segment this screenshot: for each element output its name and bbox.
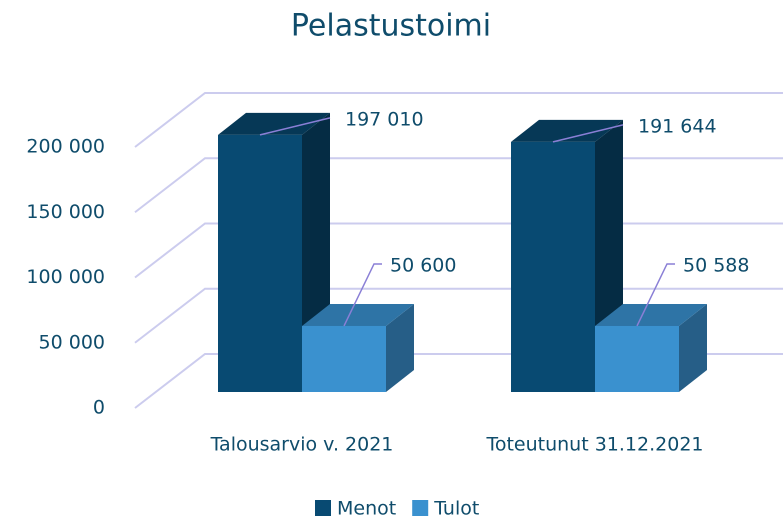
bar-side: [386, 303, 414, 392]
data-label: 50 600: [390, 254, 456, 276]
x-tick-label: Toteutunut 31.12.2021: [485, 434, 703, 456]
legend-swatch: [315, 500, 331, 516]
legend-label: Tulot: [433, 498, 479, 520]
chart-title: Pelastustoimi: [291, 9, 491, 44]
bar-top: [302, 303, 414, 326]
bar: [511, 141, 595, 392]
y-tick-label: 0: [93, 397, 105, 419]
legend-swatch: [412, 500, 429, 516]
leader-line: [259, 117, 331, 136]
bar: [218, 134, 302, 392]
y-tick-label: 200 000: [26, 136, 105, 158]
bar: [302, 325, 386, 392]
bar-top: [511, 119, 623, 142]
y-tick-label: 50 000: [39, 331, 105, 353]
bar-side: [679, 303, 707, 392]
leader-line: [636, 263, 675, 327]
bar: [595, 325, 679, 392]
grid-line: [134, 92, 783, 148]
leader-line: [552, 124, 624, 143]
y-tick-label: 100 000: [26, 266, 105, 288]
x-tick-label: Talousarvio v. 2021: [210, 434, 394, 456]
bar-top: [218, 112, 330, 135]
y-tick-label: 150 000: [26, 201, 105, 223]
data-label: 191 644: [638, 115, 717, 137]
bar-top: [595, 303, 707, 326]
data-label: 50 588: [683, 254, 749, 276]
legend-label: Menot: [337, 498, 396, 520]
data-label: 197 010: [345, 108, 424, 130]
leader-line: [343, 263, 382, 327]
